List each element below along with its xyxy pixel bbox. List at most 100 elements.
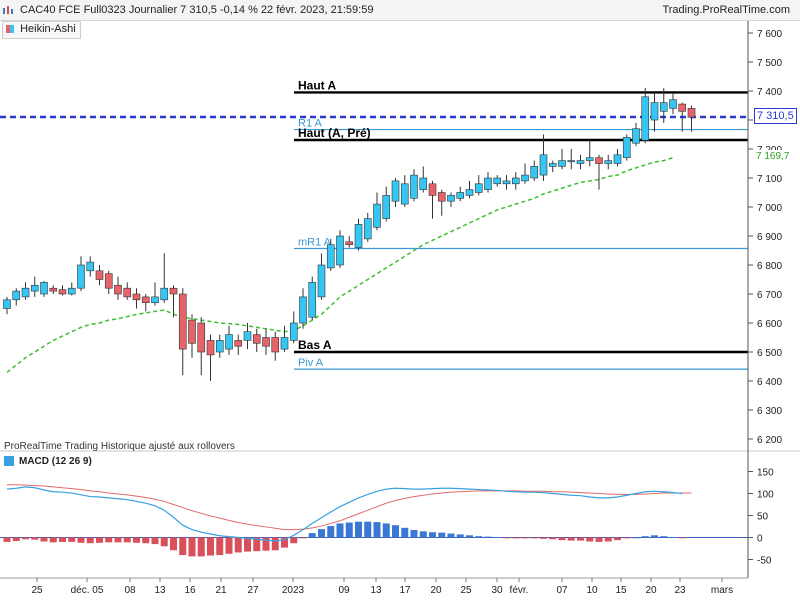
candle-body xyxy=(114,284,122,295)
macd-histogram-bar xyxy=(40,537,48,542)
candle-body xyxy=(299,296,307,324)
macd-histogram-bar xyxy=(207,537,214,556)
candle-up xyxy=(30,276,39,297)
candle-body xyxy=(12,290,21,301)
candle-body xyxy=(336,235,344,266)
candle-down xyxy=(104,270,113,294)
date-tick-label: 13 xyxy=(370,585,382,596)
macd-histogram-bar xyxy=(96,537,103,543)
candle-down xyxy=(197,317,206,376)
price-tick-label: 6 200 xyxy=(757,435,782,446)
candle-up xyxy=(419,166,428,193)
candle-down xyxy=(595,154,603,190)
macd-histogram-bar xyxy=(216,537,224,556)
candle-up xyxy=(613,149,622,167)
candle-body xyxy=(104,273,113,289)
macd-histogram-bar xyxy=(447,533,455,538)
candle-body xyxy=(243,331,252,341)
heikin-ashi-tag[interactable]: Heikin-Ashi xyxy=(2,21,81,39)
macd-histogram-bar xyxy=(290,537,298,544)
macd-histogram-bar xyxy=(31,537,39,540)
candle-body xyxy=(391,180,400,202)
level-label: Bas A xyxy=(298,338,332,352)
candle-up xyxy=(289,311,298,344)
macd-tick-label: 100 xyxy=(757,490,774,501)
candle-up xyxy=(373,192,381,231)
candle-down xyxy=(49,285,58,294)
candle-body xyxy=(641,96,650,141)
macd-histogram-bar xyxy=(364,521,372,538)
macd-histogram-bar xyxy=(133,537,140,543)
candle-down xyxy=(178,288,187,376)
macd-histogram-bar xyxy=(641,536,649,538)
macd-histogram-bar xyxy=(660,536,668,538)
candle-down xyxy=(437,189,446,216)
macd-histogram-bar xyxy=(262,537,270,551)
macd-histogram-bar xyxy=(308,533,316,538)
macd-histogram-bar xyxy=(59,537,66,542)
macd-histogram-bar xyxy=(123,537,131,543)
date-tick-label: 21 xyxy=(215,585,227,596)
macd-histogram-bar xyxy=(475,536,483,538)
candle-body xyxy=(650,102,659,121)
date-tick-label: 20 xyxy=(645,585,657,596)
candle-body xyxy=(188,319,196,344)
candle-up xyxy=(317,253,326,300)
date-tick-label: 08 xyxy=(124,585,136,596)
date-tick-label: 15 xyxy=(615,585,627,596)
candle-up xyxy=(40,280,48,297)
candle-body xyxy=(289,322,298,341)
candle-up xyxy=(493,175,502,187)
macd-tick-label: 50 xyxy=(757,512,769,523)
macd-icon[interactable] xyxy=(4,456,14,466)
macd-histogram-bar xyxy=(142,537,150,544)
heikin-ashi-icon xyxy=(6,25,14,33)
candle-up xyxy=(465,180,474,199)
candle-up xyxy=(3,296,11,315)
candle-up xyxy=(484,172,492,193)
macd-histogram-bar xyxy=(281,537,288,548)
macd-histogram-bar xyxy=(49,537,57,543)
macd-histogram-bar xyxy=(429,532,436,538)
candle-up xyxy=(67,282,76,296)
candle-up xyxy=(659,88,668,123)
candle-up xyxy=(576,154,585,170)
macd-histogram-bar xyxy=(456,534,464,538)
candle-body xyxy=(613,154,622,164)
candle-body xyxy=(308,282,317,318)
macd-histogram-bar xyxy=(401,527,409,538)
macd-histogram-bar xyxy=(355,521,362,538)
candle-up xyxy=(354,218,363,251)
macd-histogram-bar xyxy=(271,537,279,551)
macd-histogram-bar xyxy=(244,537,251,552)
macd-chart xyxy=(3,484,692,557)
candle-body xyxy=(178,293,187,350)
candle-body xyxy=(77,264,85,289)
date-tick-label: 07 xyxy=(556,585,568,596)
candle-body xyxy=(206,340,215,356)
macd-histogram-bar xyxy=(299,537,307,539)
macd-histogram-bar xyxy=(595,537,603,542)
macd-signal-line xyxy=(7,484,692,531)
candle-body xyxy=(141,296,150,303)
candle-body xyxy=(86,261,95,272)
candle-body xyxy=(95,270,104,280)
price-tick-label: 7 100 xyxy=(757,174,782,185)
candle-body xyxy=(511,177,520,185)
candle-up xyxy=(151,282,159,306)
candle-body xyxy=(669,99,677,109)
price-tick-label: 6 800 xyxy=(757,261,782,272)
macd-histogram-bar xyxy=(392,525,399,538)
candle-body xyxy=(659,102,668,112)
chart-type-icon[interactable] xyxy=(2,4,14,16)
candle-body xyxy=(484,177,492,190)
candle-up xyxy=(558,149,566,170)
heikin-ashi-label: Heikin-Ashi xyxy=(20,23,76,35)
candle-body xyxy=(437,192,446,202)
candle-body xyxy=(160,287,169,301)
candle-up xyxy=(521,163,529,184)
candle-down xyxy=(141,294,150,312)
candle-up xyxy=(86,256,95,277)
macd-histogram-bar xyxy=(225,537,233,554)
